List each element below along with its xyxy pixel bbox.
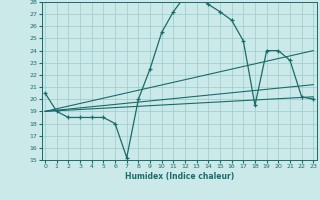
X-axis label: Humidex (Indice chaleur): Humidex (Indice chaleur) — [124, 172, 234, 181]
